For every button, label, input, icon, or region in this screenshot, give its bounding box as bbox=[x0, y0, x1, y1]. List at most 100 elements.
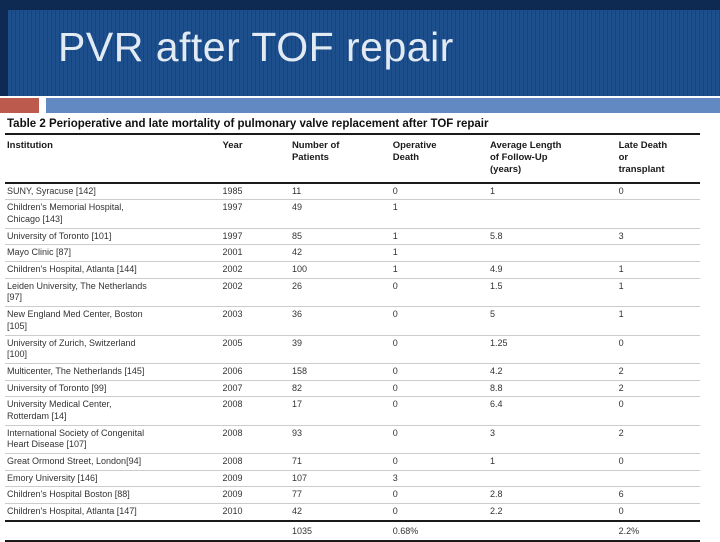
table-caption: Table 2 Perioperative and late mortality… bbox=[5, 117, 700, 135]
table-cell: 2008 bbox=[220, 425, 290, 455]
table-cell: 3 bbox=[390, 470, 488, 488]
table-cell: 2008 bbox=[220, 396, 290, 426]
table-cell: 0 bbox=[390, 486, 488, 505]
table-row: Mayo Clinic [87] 2001 42 1 bbox=[5, 244, 700, 263]
table-cell: 4.9 bbox=[488, 261, 617, 279]
table-row: University of Zurich, Switzerland [100] 2… bbox=[5, 335, 700, 364]
table-cell: University of Toronto [99] bbox=[5, 380, 221, 398]
table-cell: 0 bbox=[390, 380, 488, 398]
table-cell: 0 bbox=[392, 506, 398, 517]
table-cell: 1997 bbox=[220, 228, 290, 246]
table-cell: 93 bbox=[289, 425, 391, 455]
table-cell bbox=[488, 199, 617, 229]
table-cell bbox=[488, 470, 617, 488]
table-cell: 1985 bbox=[220, 182, 290, 201]
table-footer: 1035 0.68% 2.2% bbox=[5, 519, 700, 542]
table-cell: 6 bbox=[616, 486, 700, 505]
table-cell: University of Zurich, Switzerland [100] bbox=[5, 335, 221, 364]
table-cell: 6.4 bbox=[488, 396, 617, 426]
table-cell: 3 bbox=[488, 425, 617, 455]
table-cell: Emory University [146] bbox=[5, 470, 221, 488]
table-cell: 1 bbox=[390, 199, 488, 229]
table-cell: 107 bbox=[289, 470, 391, 488]
table-cell: 0 bbox=[616, 335, 700, 364]
accent-bar bbox=[0, 98, 720, 113]
table-row: New England Med Center, Boston [105] 2003… bbox=[5, 306, 700, 336]
table-row: University of Toronto [99] 2007 82 0 8.8 2 bbox=[5, 380, 700, 398]
table-cell: 2006 bbox=[220, 363, 290, 381]
table-cell: University of Toronto [101] bbox=[5, 228, 221, 246]
total-cell: 2.2% bbox=[616, 519, 700, 542]
table-cell: 2005 bbox=[220, 335, 290, 364]
table-cell: 0 bbox=[616, 182, 700, 201]
table-cell: 1 bbox=[616, 261, 700, 279]
table-cell: 0 bbox=[390, 306, 488, 336]
table-cell: 2.2 bbox=[490, 506, 503, 517]
table-cell: 77 bbox=[289, 486, 391, 505]
table-row: Emory University [146] 2009 107 3 bbox=[5, 470, 700, 488]
table-row: Leiden University, The Netherlands [97] 2… bbox=[5, 278, 700, 308]
table-cell: 1 bbox=[616, 278, 700, 308]
table-cell: 26 bbox=[289, 278, 391, 308]
table-cell: 1997 bbox=[220, 199, 290, 229]
slide-title: PVR after TOF repair bbox=[58, 24, 454, 70]
table-cell: 1 bbox=[488, 453, 617, 471]
table-cell: 0 bbox=[616, 396, 700, 426]
table-cell: 8.8 bbox=[488, 380, 617, 398]
table-cell: 2.8 bbox=[488, 486, 617, 505]
accent-red-square bbox=[0, 98, 39, 113]
column-header: Number of Patients bbox=[289, 135, 391, 184]
table-cell: 2007 bbox=[220, 380, 290, 398]
table-cell bbox=[616, 199, 700, 229]
table-cell: 5 bbox=[488, 306, 617, 336]
table-cell: 2003 bbox=[220, 306, 290, 336]
table-cell: 1 bbox=[488, 182, 617, 201]
column-header: Average Length of Follow-Up (years) bbox=[488, 135, 617, 184]
table-cell: 1 bbox=[390, 244, 488, 263]
table-cell: University Medical Center, Rotterdam [14… bbox=[5, 396, 221, 426]
table-row: Children's Memorial Hospital, Chicago [1… bbox=[5, 199, 700, 229]
table-cell: 0 bbox=[618, 506, 624, 517]
table-cell: 0 bbox=[390, 182, 488, 201]
table-cell: Children's Hospital, Atlanta [147] bbox=[7, 506, 137, 517]
table-cell: 39 bbox=[289, 335, 391, 364]
table-cell: 100 bbox=[289, 261, 391, 279]
table-cell: 0 bbox=[390, 363, 488, 381]
table-row: Children's Hospital Boston [88] 2009 77 0 2.… bbox=[5, 486, 700, 505]
table-cell: 36 bbox=[289, 306, 391, 336]
table-cell: 11 bbox=[289, 182, 391, 201]
table-cell: 85 bbox=[289, 228, 391, 246]
table-cell: 0 bbox=[390, 278, 488, 308]
table-header: Institution Year Number of Patients Operati… bbox=[5, 135, 700, 184]
total-cell: 0.68% bbox=[390, 519, 488, 542]
total-cell bbox=[5, 519, 221, 542]
table-cell: 0 bbox=[616, 453, 700, 471]
table-row: SUNY, Syracuse [142] 1985 11 0 1 0 bbox=[5, 182, 700, 201]
table-row: International Society of Congenital Hear… bbox=[5, 425, 700, 455]
table-cell: 2002 bbox=[220, 261, 290, 279]
header-row: Institution Year Number of Patients Operati… bbox=[5, 135, 700, 184]
table-cell: 42 bbox=[291, 506, 302, 517]
table-cell: 1 bbox=[616, 306, 700, 336]
table-cell: 0 bbox=[390, 396, 488, 426]
table-cell: International Society of Congenital Hear… bbox=[5, 425, 221, 455]
table-cell: 1.5 bbox=[488, 278, 617, 308]
table-row: University Medical Center, Rotterdam [14… bbox=[5, 396, 700, 426]
banner-stripes: PVR after TOF repair bbox=[8, 10, 720, 96]
table-cell: Great Ormond Street, London[94] bbox=[5, 453, 221, 471]
table-cell: 71 bbox=[289, 453, 391, 471]
table-cell: Leiden University, The Netherlands [97] bbox=[5, 278, 221, 308]
total-row: 1035 0.68% 2.2% bbox=[5, 519, 700, 542]
mortality-table: Institution Year Number of Patients Operati… bbox=[5, 135, 700, 542]
table-cell: 1.25 bbox=[488, 335, 617, 364]
table-cell: New England Med Center, Boston [105] bbox=[5, 306, 221, 336]
table-cell: 0 bbox=[390, 335, 488, 364]
table-cell: 1 bbox=[390, 228, 488, 246]
table-cell: 82 bbox=[289, 380, 391, 398]
table-cell: 2 bbox=[616, 425, 700, 455]
table-cell: Multicenter, The Netherlands [145] bbox=[5, 363, 221, 381]
table-row: Children's Hospital, Atlanta [147] 2010 42… bbox=[5, 504, 700, 521]
table-cell bbox=[488, 244, 617, 263]
table-cell: 2 bbox=[616, 363, 700, 381]
table-cell: 0 bbox=[390, 453, 488, 471]
